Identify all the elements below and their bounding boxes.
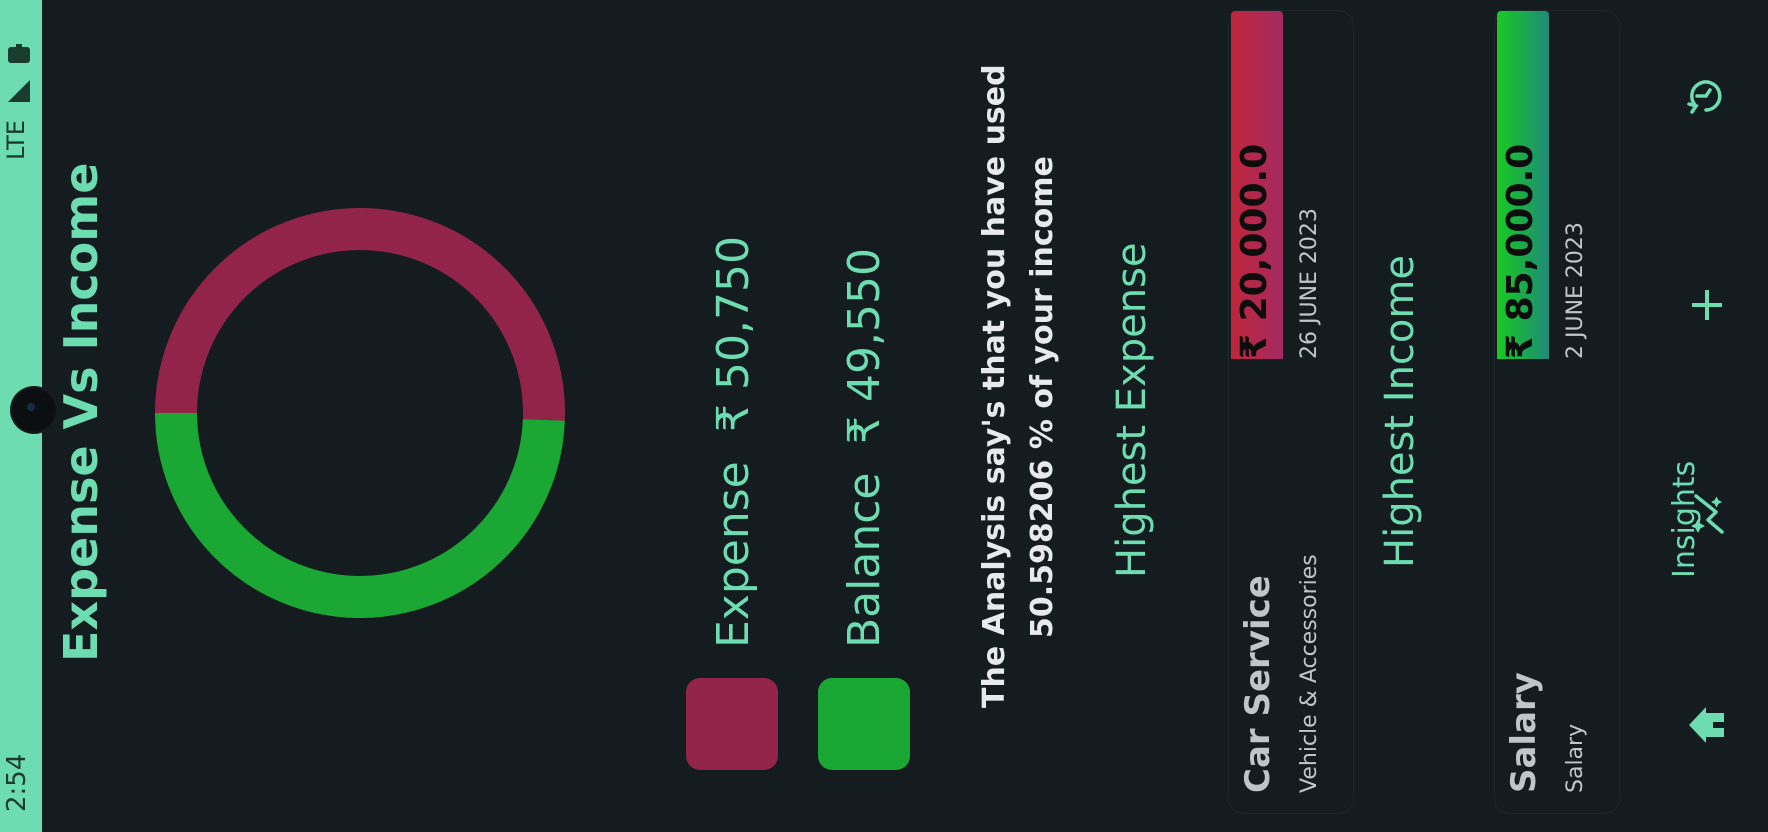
balance-legend-value: ₹ 49,550 [839,248,890,444]
page-title: Expense Vs Income [54,162,108,662]
balance-legend-swatch [818,678,910,770]
highest-expense-card[interactable]: ₹ 20,000.0 26 JUNE 2023 Car Service Vehi… [1228,10,1354,814]
expense-legend-value: ₹ 50,750 [708,236,759,432]
analysis-line-2: 50.598206 % of your income [1025,156,1060,638]
income-date: 2 JUNE 2023 [1563,222,1588,359]
donut-slice-balance [155,412,565,618]
network-label: LTE [2,120,30,160]
history-icon[interactable] [1684,74,1728,118]
income-amount-bar [1497,11,1549,359]
expense-date: 26 JUNE 2023 [1297,208,1322,359]
highest-expense-heading: Highest Expense [1109,242,1155,578]
donut-slice-expense [155,208,565,421]
add-icon[interactable] [1690,288,1724,322]
camera-cutout [10,386,58,434]
analysis-line-1: The Analysis say's that you have used [977,64,1012,708]
income-title: Salary [1504,672,1544,793]
signal-icon [8,80,30,102]
camera-lens [27,403,35,411]
insights-icon[interactable] [1684,490,1730,536]
insights-label[interactable]: Insights [1667,460,1702,578]
income-amount: ₹ 85,000.0 [1500,143,1541,359]
highest-income-card[interactable]: ₹ 85,000.0 2 JUNE 2023 Salary Salary [1494,10,1620,814]
battery-icon [8,44,30,63]
status-time: 2:54 [2,753,32,812]
income-category: Salary [1563,723,1588,793]
balance-legend-label: Balance [839,472,890,648]
home-icon[interactable] [1686,704,1728,746]
expense-legend-swatch [686,678,778,770]
bottom-navigation: Insights [1640,0,1768,832]
expense-legend-label: Expense [708,461,759,648]
highest-income-heading: Highest Income [1377,255,1423,568]
expense-title: Car Service [1238,575,1278,793]
expense-amount: ₹ 20,000.0 [1234,143,1275,359]
expense-income-donut-chart [155,208,565,618]
expense-category: Vehicle & Accessories [1297,554,1322,793]
expense-amount-bar [1231,11,1283,359]
